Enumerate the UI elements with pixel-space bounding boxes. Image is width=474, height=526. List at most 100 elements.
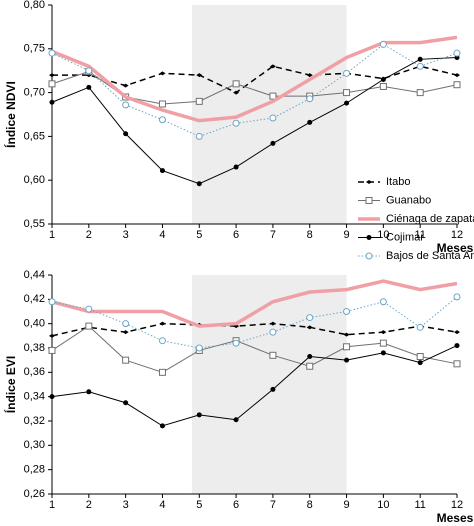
y-tick-label: 0,75 <box>24 43 45 55</box>
x-tick-label: 1 <box>49 499 55 511</box>
marker <box>306 314 314 322</box>
legend-label: Itabo <box>386 176 410 188</box>
marker <box>307 119 313 125</box>
marker <box>343 69 351 77</box>
y-tick-label: 0,44 <box>24 269 45 281</box>
marker <box>453 293 461 301</box>
marker <box>123 131 129 137</box>
marker <box>269 92 277 100</box>
marker <box>195 344 203 352</box>
marker <box>270 386 276 392</box>
y-tick-label: 0,36 <box>24 366 45 378</box>
marker <box>380 330 387 335</box>
marker <box>379 339 387 347</box>
x-tick-label: 4 <box>159 499 165 511</box>
marker <box>159 321 166 326</box>
series-line <box>51 35 458 123</box>
marker <box>122 320 130 328</box>
series-line <box>51 296 458 349</box>
marker <box>48 49 56 57</box>
x-tick-label: 7 <box>270 499 276 511</box>
marker <box>86 389 92 395</box>
x-tick-label: 6 <box>233 229 239 241</box>
y-tick-label: 0,26 <box>24 488 45 500</box>
y-tick-label: 0,40 <box>24 318 45 330</box>
marker <box>379 82 387 90</box>
marker <box>195 97 203 105</box>
marker <box>158 337 166 345</box>
x-tick-label: 1 <box>49 229 55 241</box>
x-tick-label: 9 <box>343 499 349 511</box>
marker <box>233 90 240 95</box>
shaded-period <box>191 275 347 494</box>
marker <box>453 360 461 368</box>
marker <box>49 99 55 105</box>
y-tick-label: 0,65 <box>24 130 45 142</box>
marker <box>159 71 166 76</box>
marker <box>379 298 387 306</box>
marker <box>343 308 351 315</box>
x-tick-label: 12 <box>451 499 463 511</box>
marker <box>454 343 460 349</box>
marker <box>85 305 93 313</box>
x-tick-label: 9 <box>343 229 349 241</box>
marker <box>232 119 240 127</box>
marker <box>48 298 56 306</box>
marker <box>306 325 313 330</box>
y-tick-label: 0,80 <box>24 0 45 11</box>
marker <box>306 95 314 103</box>
marker <box>48 346 56 354</box>
marker <box>365 197 373 204</box>
marker <box>158 368 166 376</box>
marker <box>380 350 386 356</box>
x-tick-label: 2 <box>86 229 92 241</box>
y-tick-label: 0,28 <box>24 464 45 476</box>
marker <box>344 100 350 106</box>
marker <box>195 132 203 140</box>
marker <box>270 140 276 146</box>
legend-label: Guanabo <box>386 194 431 206</box>
marker <box>343 89 351 97</box>
marker <box>122 101 130 109</box>
marker <box>366 180 372 184</box>
marker <box>416 62 424 70</box>
marker <box>158 100 166 108</box>
y-tick-label: 0,32 <box>24 415 45 427</box>
x-tick-label: 8 <box>307 229 313 241</box>
marker <box>454 73 460 78</box>
x-tick-label: 2 <box>86 499 92 511</box>
y-tick-label: 0,42 <box>24 293 45 305</box>
marker <box>416 89 424 97</box>
marker <box>159 168 165 174</box>
marker <box>307 354 313 360</box>
marker <box>123 400 129 406</box>
x-axis-title: Meses <box>437 241 474 255</box>
series-line <box>51 57 458 185</box>
marker <box>379 40 387 48</box>
series-line <box>51 325 458 373</box>
y-tick-label: 0,30 <box>24 439 45 451</box>
x-tick-label: 10 <box>377 229 389 241</box>
marker <box>306 73 313 78</box>
marker <box>122 356 130 364</box>
y-axis-title: Índice EVI <box>3 356 18 413</box>
legend-label: Cojimar <box>386 231 424 243</box>
marker <box>454 330 460 335</box>
marker <box>49 333 55 338</box>
x-axis-title: Meses <box>437 511 474 525</box>
marker <box>196 181 202 187</box>
series-line <box>51 279 458 328</box>
series-line <box>51 43 458 137</box>
marker <box>453 49 461 57</box>
marker <box>344 357 350 363</box>
marker <box>233 164 239 170</box>
x-tick-label: 10 <box>377 499 389 511</box>
x-tick-label: 11 <box>414 499 425 511</box>
series-line <box>51 322 458 337</box>
marker <box>269 351 277 359</box>
marker <box>122 330 129 335</box>
y-tick-label: 0,38 <box>24 342 45 354</box>
marker <box>158 116 166 124</box>
marker <box>85 67 93 75</box>
